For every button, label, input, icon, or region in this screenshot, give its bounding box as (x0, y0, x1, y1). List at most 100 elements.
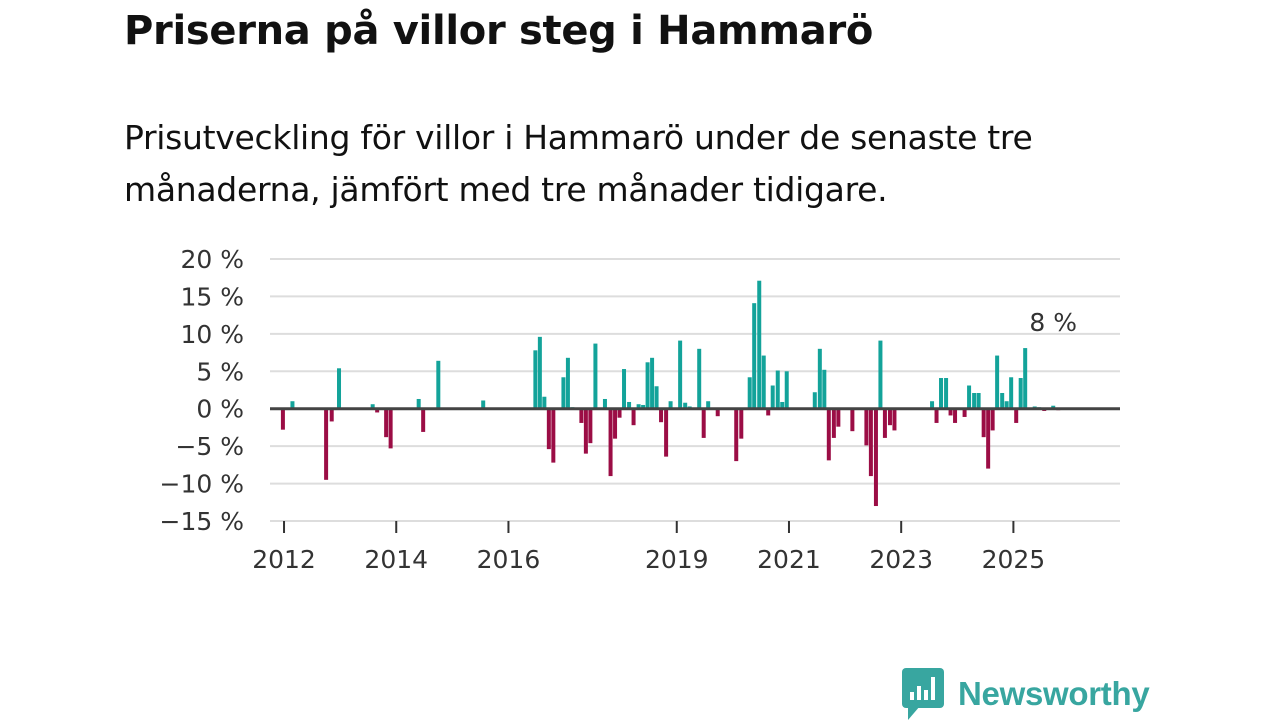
bar (934, 408, 939, 423)
bar (826, 408, 831, 461)
grid-lines (270, 258, 1120, 522)
chart-title: Priserna på villor steg i Hammarö (124, 8, 874, 54)
bar (939, 378, 944, 409)
bar (583, 408, 588, 454)
bar (1004, 401, 1009, 409)
bar (537, 336, 542, 409)
bar (701, 408, 706, 438)
bar (436, 360, 441, 409)
y-tick-label: 0 % (196, 395, 244, 424)
bar (836, 408, 841, 427)
bar (370, 404, 375, 409)
bar (636, 404, 641, 409)
bar (533, 350, 538, 409)
bar (780, 401, 785, 409)
y-tick-label: 10 % (180, 320, 244, 349)
bar (775, 370, 780, 409)
bar (930, 401, 935, 409)
bar (1023, 348, 1028, 409)
bar (650, 357, 655, 409)
x-tick-label: 2014 (364, 545, 428, 574)
bar (659, 408, 664, 423)
x-tick-label: 2012 (252, 545, 316, 574)
bar (375, 408, 380, 413)
bar (290, 401, 295, 409)
y-tick-label: −5 % (175, 432, 244, 461)
bar (747, 377, 752, 409)
bar (329, 408, 334, 422)
bar (627, 401, 632, 409)
bar (608, 408, 613, 477)
bar (421, 408, 426, 432)
bar (770, 385, 775, 409)
bar (734, 408, 739, 462)
bar (588, 408, 593, 444)
bar (324, 408, 329, 480)
bar (976, 392, 981, 409)
bar (1009, 377, 1014, 409)
bar (995, 355, 1000, 409)
x-tick-label: 2019 (645, 545, 709, 574)
x-tick-label: 2021 (757, 545, 821, 574)
y-tick-label: 15 % (180, 282, 244, 311)
bar (953, 408, 958, 423)
x-axis: 2012 2014 2016 2019 2021 2023 2025 (252, 521, 1045, 574)
bar (868, 408, 873, 477)
y-axis-labels: 20 % 15 % 10 % 5 % 0 % −5 % −10 % −15 % (160, 245, 244, 536)
bar (664, 408, 669, 457)
bar (944, 378, 949, 409)
bar (715, 408, 720, 417)
bar (882, 408, 887, 438)
y-tick-label: 5 % (196, 357, 244, 386)
bar (416, 398, 421, 409)
bar (388, 408, 393, 449)
bar (384, 408, 389, 438)
bar (873, 408, 878, 507)
bar (967, 385, 972, 409)
bar (822, 369, 827, 409)
x-tick-label: 2023 (869, 545, 933, 574)
y-tick-label: −10 % (160, 470, 244, 499)
bar (579, 408, 584, 423)
bar (850, 408, 855, 432)
bar (887, 408, 892, 426)
bar (1014, 408, 1019, 423)
bar (683, 402, 688, 409)
newsworthy-logo: Newsworthy (902, 668, 1150, 720)
bar (561, 377, 566, 409)
bar-chart-speech-bubble-icon (902, 668, 944, 720)
bar (948, 408, 953, 416)
bar (986, 408, 991, 469)
bar (739, 408, 744, 439)
bar (990, 408, 995, 431)
bars (280, 280, 1061, 507)
bar (668, 401, 673, 409)
bar (613, 408, 618, 439)
bar (551, 408, 556, 463)
bar (622, 369, 627, 409)
bar (757, 280, 762, 409)
last-value-label: 8 % (1029, 308, 1077, 337)
bar (1000, 392, 1005, 409)
y-tick-label: −15 % (160, 507, 244, 536)
bar (280, 408, 285, 430)
bar (678, 340, 683, 409)
bar (645, 362, 650, 409)
bar (546, 408, 551, 450)
bar (481, 400, 486, 409)
bar (542, 396, 547, 409)
bar (962, 408, 967, 417)
bar (892, 408, 897, 431)
bar (766, 408, 771, 416)
bar (617, 408, 622, 418)
bar (831, 408, 836, 438)
bar (654, 386, 659, 409)
bar (337, 368, 342, 409)
bar (706, 401, 711, 409)
bar (631, 408, 636, 426)
bar (641, 404, 646, 409)
bar (761, 355, 766, 409)
bar (1018, 378, 1023, 409)
bar (878, 340, 883, 409)
